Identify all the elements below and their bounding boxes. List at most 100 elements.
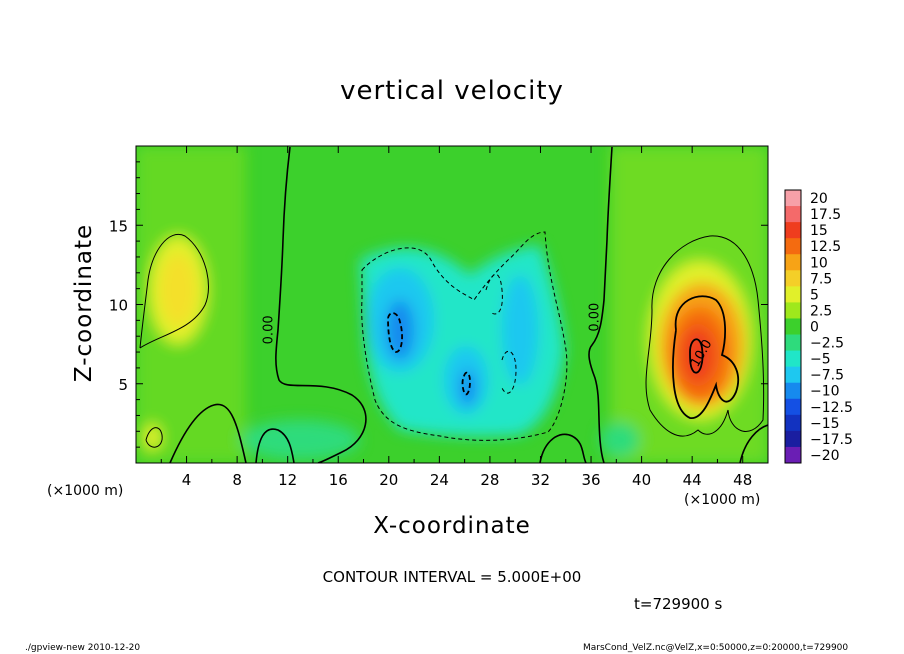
footer-left: ./gpview-new 2010-12-20 xyxy=(25,643,141,653)
colorbar-label: −7.5 xyxy=(810,368,844,384)
x-tick-label: 36 xyxy=(581,471,600,489)
contour-label: 0.00 xyxy=(588,303,603,332)
contour-interval-text: CONTOUR INTERVAL = 5.000E+00 xyxy=(322,568,582,586)
x-tick-label: 48 xyxy=(733,471,752,489)
colorbar-segment xyxy=(785,398,801,416)
x-unit-label-left: (×1000 m) xyxy=(47,483,124,499)
background-field xyxy=(136,146,768,463)
x-tick-label: 20 xyxy=(379,471,398,489)
colorbar-label: 12.5 xyxy=(810,239,841,255)
colorbar-segment xyxy=(785,334,801,352)
contour-minus-10-west xyxy=(387,312,403,353)
x-tick-label: 12 xyxy=(278,471,297,489)
contour-5-west xyxy=(139,233,209,349)
colorbar-frame xyxy=(784,189,802,464)
zero-contour-surface-3 xyxy=(539,433,587,463)
surface-band xyxy=(240,420,360,460)
contour-10-east xyxy=(672,295,740,419)
x-tick-label: 8 xyxy=(232,471,242,489)
colorbar-label: 7.5 xyxy=(810,271,832,287)
updraft-east-inner xyxy=(670,307,730,403)
updraft-east-mid xyxy=(660,283,744,407)
x-tick-label: 24 xyxy=(430,471,449,489)
colorbar-segment xyxy=(785,318,801,336)
y-axis-label: Z-coordinate xyxy=(71,223,97,383)
x-tick-label: 40 xyxy=(632,471,651,489)
contour-labels: 0.00 0.00 10.0 xyxy=(262,303,716,370)
east-band xyxy=(610,146,768,463)
y-tick-label: 15 xyxy=(109,217,128,235)
y-tick-label: 10 xyxy=(109,297,128,315)
updraft-west-core xyxy=(160,254,196,326)
colorbar-segment xyxy=(785,206,801,223)
colorbar-segment xyxy=(785,430,801,448)
updraft-east xyxy=(648,260,752,420)
downdraft-west-core xyxy=(386,300,414,360)
downdraft-region xyxy=(360,245,565,437)
x-axis-label: X-coordinate xyxy=(373,513,531,539)
colorbar: 2017.51512.5107.552.50−2.5−5−7.5−10−12.5… xyxy=(784,189,853,464)
contour-5-surface-west xyxy=(145,427,163,448)
colorbar-segment xyxy=(785,254,801,271)
contour-minus-10-center xyxy=(461,371,471,396)
contour-15-east xyxy=(689,338,704,374)
zero-contour-west xyxy=(275,146,367,463)
heatmap-field: 0.00 0.00 10.0 xyxy=(136,146,768,463)
x-axis-ticks: 4 8 12 16 20 24 28 32 36 40 44 48 xyxy=(160,146,752,489)
colorbar-segment xyxy=(785,446,801,464)
contour-label: 0.00 xyxy=(262,315,277,344)
colorbar-segment xyxy=(785,270,801,287)
footer-right: MarsCond_VelZ.nc@VelZ,x=0:50000,z=0:2000… xyxy=(583,643,849,653)
surface-blob-west xyxy=(142,423,162,451)
colorbar-label: 0 xyxy=(810,320,819,336)
zero-contour-surface-1 xyxy=(169,403,247,463)
colorbar-label: 5 xyxy=(810,287,819,303)
colorbar-segment xyxy=(785,302,801,319)
downdraft-east-lobe xyxy=(502,275,538,385)
downdraft-center-lobe xyxy=(444,346,488,414)
contour-lines xyxy=(139,146,768,463)
zero-contour-surface-4 xyxy=(739,424,768,463)
colorbar-segment xyxy=(785,350,801,368)
contour-minus-5-inner-2 xyxy=(501,350,517,394)
contour-label: 10.0 xyxy=(688,337,715,370)
colorbar-label: 17.5 xyxy=(810,207,841,223)
colorbar-label: 2.5 xyxy=(810,303,832,319)
colorbar-label: 20 xyxy=(810,191,828,207)
contour-minus-5-inner-1 xyxy=(485,273,503,315)
colorbar-label: −20 xyxy=(810,448,840,464)
x-unit-label-right: (×1000 m) xyxy=(684,492,761,508)
colorbar-label: −17.5 xyxy=(810,432,853,448)
downdraft-center-core xyxy=(460,370,476,406)
colorbar-label: 15 xyxy=(810,223,828,239)
colorbar-label: −5 xyxy=(810,352,831,368)
zero-contour-surface-2 xyxy=(255,428,295,463)
colorbar-label: 10 xyxy=(810,255,828,271)
colorbar-label: −15 xyxy=(810,416,840,432)
x-tick-label: 28 xyxy=(480,471,499,489)
colorbar-segment xyxy=(785,414,801,432)
zero-contour-east xyxy=(588,146,613,463)
x-tick-label: 16 xyxy=(329,471,348,489)
colorbar-segment xyxy=(785,238,801,255)
colorbar-label: −12.5 xyxy=(810,400,853,416)
downdraft-west-lobe xyxy=(366,268,434,372)
x-tick-label: 44 xyxy=(683,471,702,489)
contour-5-east xyxy=(645,235,765,437)
colorbar-segment xyxy=(785,190,801,207)
chart-title: vertical velocity xyxy=(340,76,564,106)
y-axis-ticks: 5 10 15 xyxy=(109,161,768,448)
west-band xyxy=(136,146,246,463)
colorbar-label: −2.5 xyxy=(810,336,844,352)
contour-minus-5 xyxy=(361,231,568,441)
colorbar-segment xyxy=(785,366,801,384)
surface-blob-east xyxy=(600,422,640,458)
colorbar-segment xyxy=(785,286,801,303)
colorbar-label: −10 xyxy=(810,384,840,400)
updraft-east-core xyxy=(682,327,714,383)
plot-frame xyxy=(135,145,769,464)
updraft-west xyxy=(148,235,208,345)
colorbar-segment xyxy=(785,222,801,239)
time-stamp: t=729900 s xyxy=(634,595,723,613)
x-tick-label: 4 xyxy=(182,471,192,489)
